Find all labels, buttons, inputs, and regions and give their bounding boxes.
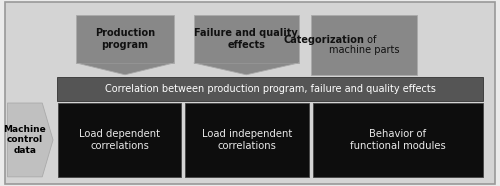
Text: machine parts: machine parts — [328, 45, 399, 55]
FancyBboxPatch shape — [5, 2, 495, 184]
Text: Categorization: Categorization — [283, 35, 364, 45]
FancyBboxPatch shape — [58, 103, 182, 177]
Text: Behavior of
functional modules: Behavior of functional modules — [350, 129, 446, 151]
FancyBboxPatch shape — [76, 15, 174, 63]
FancyBboxPatch shape — [58, 77, 483, 101]
Text: Production
program: Production program — [95, 28, 155, 50]
FancyBboxPatch shape — [194, 15, 299, 63]
Polygon shape — [76, 63, 174, 75]
Text: Failure and quality
effects: Failure and quality effects — [194, 28, 298, 50]
FancyBboxPatch shape — [312, 103, 483, 177]
Text: Load independent
correlations: Load independent correlations — [202, 129, 292, 151]
Text: Machine
control
data: Machine control data — [4, 125, 46, 155]
Text: Correlation between production program, failure and quality effects: Correlation between production program, … — [104, 84, 436, 94]
Text: of: of — [364, 35, 376, 45]
Polygon shape — [194, 61, 298, 63]
Text: Load dependent
correlations: Load dependent correlations — [79, 129, 160, 151]
Polygon shape — [77, 61, 173, 63]
FancyBboxPatch shape — [311, 15, 416, 75]
Polygon shape — [194, 63, 299, 75]
Polygon shape — [8, 103, 53, 177]
FancyBboxPatch shape — [186, 103, 309, 177]
